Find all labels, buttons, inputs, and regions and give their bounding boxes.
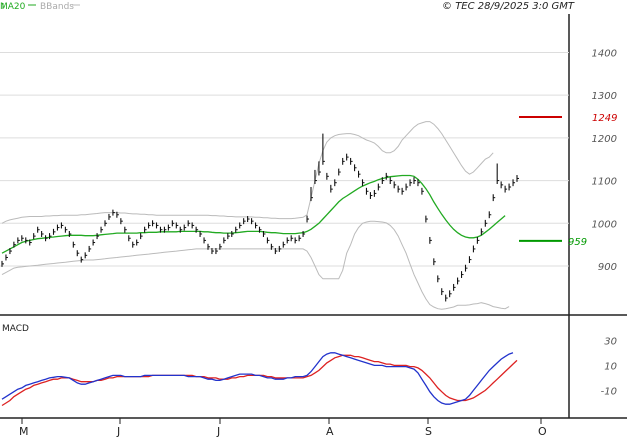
price-y-tick-label: 1000 xyxy=(592,219,617,230)
x-axis-month-label: J xyxy=(116,425,120,438)
price-gridlines xyxy=(0,51,569,267)
macd-y-tick-label: 30 xyxy=(604,336,617,347)
macd-y-tick-label: 10 xyxy=(604,361,617,372)
price-levels: 1249 959 xyxy=(519,113,617,248)
ma-legend-label: MA20 xyxy=(0,2,26,12)
macd-lines xyxy=(1,352,518,407)
ma20-line xyxy=(1,174,506,254)
price-y-tick-label: 900 xyxy=(598,262,617,273)
price-bars xyxy=(1,133,519,302)
x-axis-month-label: M xyxy=(19,425,29,438)
macd-panel-label: MACD xyxy=(2,324,29,334)
bbands-legend-label: BBands xyxy=(40,2,74,12)
price-y-tick-label: 1100 xyxy=(592,177,617,188)
macd-y-tick-label: -10 xyxy=(601,386,617,397)
x-axis-month-label: O xyxy=(538,425,547,438)
bbands-lower-line xyxy=(1,220,510,310)
ma20-line-group xyxy=(1,174,506,254)
price-y-axis: 900 1000 1100 1200 1300 1400 xyxy=(592,48,617,273)
price-y-tick-label: 1300 xyxy=(592,91,617,102)
x-axis-month-label: S xyxy=(425,425,432,438)
macd-line xyxy=(1,352,514,405)
copyright-label: © TEC 28/9/2025 3:0 GMT xyxy=(442,1,575,12)
resistance-value-label: 1249 xyxy=(592,113,617,124)
x-axis-month-label: A xyxy=(326,425,334,438)
price-y-tick-label: 1400 xyxy=(592,48,617,59)
price-y-tick-label: 1200 xyxy=(592,134,617,145)
panel-frames xyxy=(0,14,627,419)
x-axis-month-label: J xyxy=(216,425,220,438)
support-value-label: 959 xyxy=(568,237,587,248)
macd-y-axis: 30 10 -10 xyxy=(601,336,617,397)
